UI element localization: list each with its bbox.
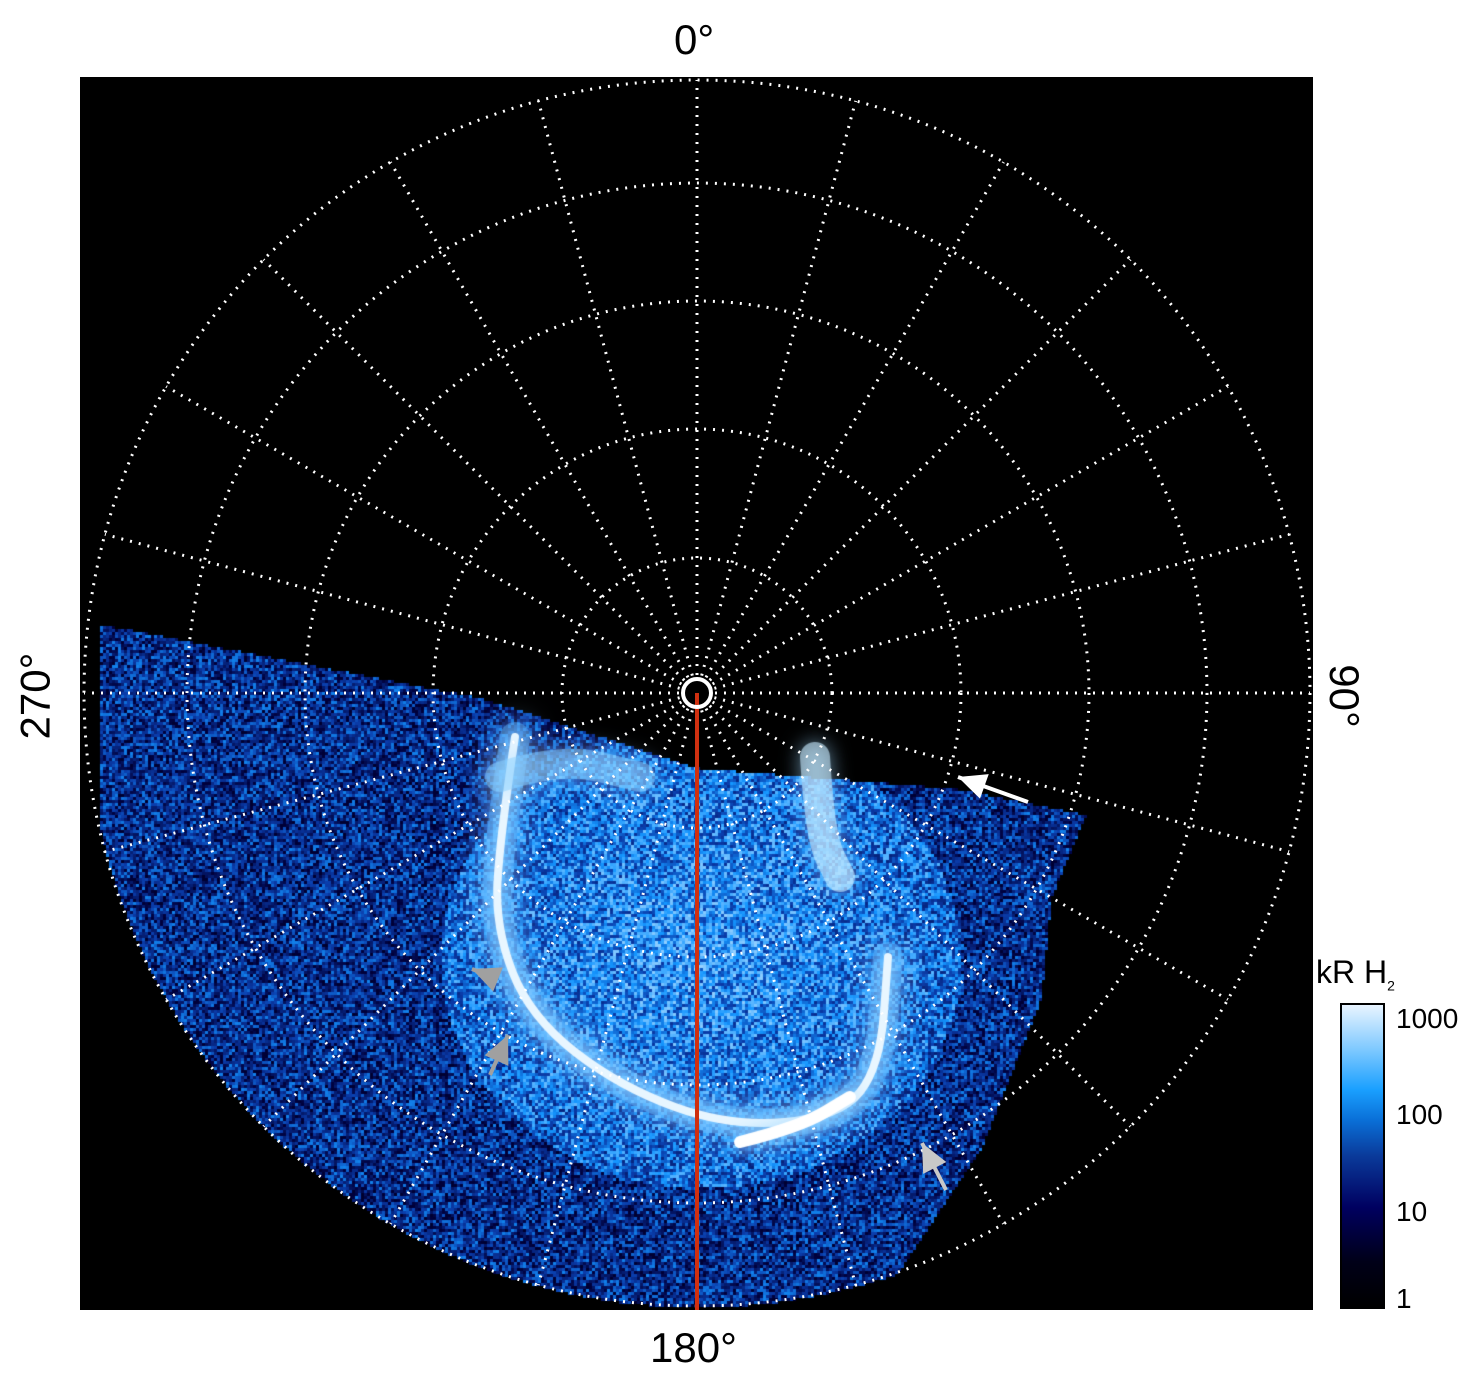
- meridian-345: [538, 101, 692, 676]
- meridian-60: [713, 387, 1228, 685]
- colorbar-tick-10: 10: [1396, 1196, 1427, 1228]
- meridian-255: [105, 698, 680, 852]
- meridian-315: [264, 260, 685, 681]
- meridian-210: [391, 709, 689, 1224]
- meridian-165: [702, 710, 856, 1285]
- angle-label-180: 180°: [650, 1324, 737, 1372]
- colorbar-unit: kR H: [1316, 954, 1387, 990]
- colorbar-title: kR H2: [1316, 954, 1395, 993]
- meridian-195: [538, 710, 692, 1285]
- meridian-45: [710, 260, 1131, 681]
- polar-grid: [80, 77, 1313, 1310]
- meridian-150: [706, 709, 1004, 1224]
- angle-label-90: 90°: [1320, 664, 1368, 728]
- annotation-arrow-1-head: [958, 774, 989, 798]
- annotation-arrow-2-head: [472, 967, 503, 991]
- meridian-120: [713, 702, 1228, 1000]
- meridian-135: [710, 706, 1131, 1127]
- meridian-15: [702, 101, 856, 676]
- meridian-225: [264, 706, 685, 1127]
- colorbar: [1340, 1003, 1385, 1309]
- meridian-285: [105, 534, 680, 688]
- meridian-105: [714, 698, 1289, 852]
- angle-label-0: 0°: [674, 16, 714, 64]
- polar-auroral-map: [80, 77, 1313, 1310]
- meridian-30: [706, 162, 1004, 677]
- meridian-75: [714, 534, 1289, 688]
- colorbar-subscript: 2: [1387, 977, 1395, 993]
- meridian-240: [166, 702, 681, 1000]
- colorbar-tick-100: 100: [1396, 1099, 1443, 1131]
- meridian-300: [166, 387, 681, 685]
- meridian-330: [391, 162, 689, 677]
- colorbar-tick-1: 1: [1396, 1283, 1412, 1315]
- colorbar-tick-1000: 1000: [1396, 1003, 1458, 1035]
- angle-label-270: 270°: [11, 653, 59, 740]
